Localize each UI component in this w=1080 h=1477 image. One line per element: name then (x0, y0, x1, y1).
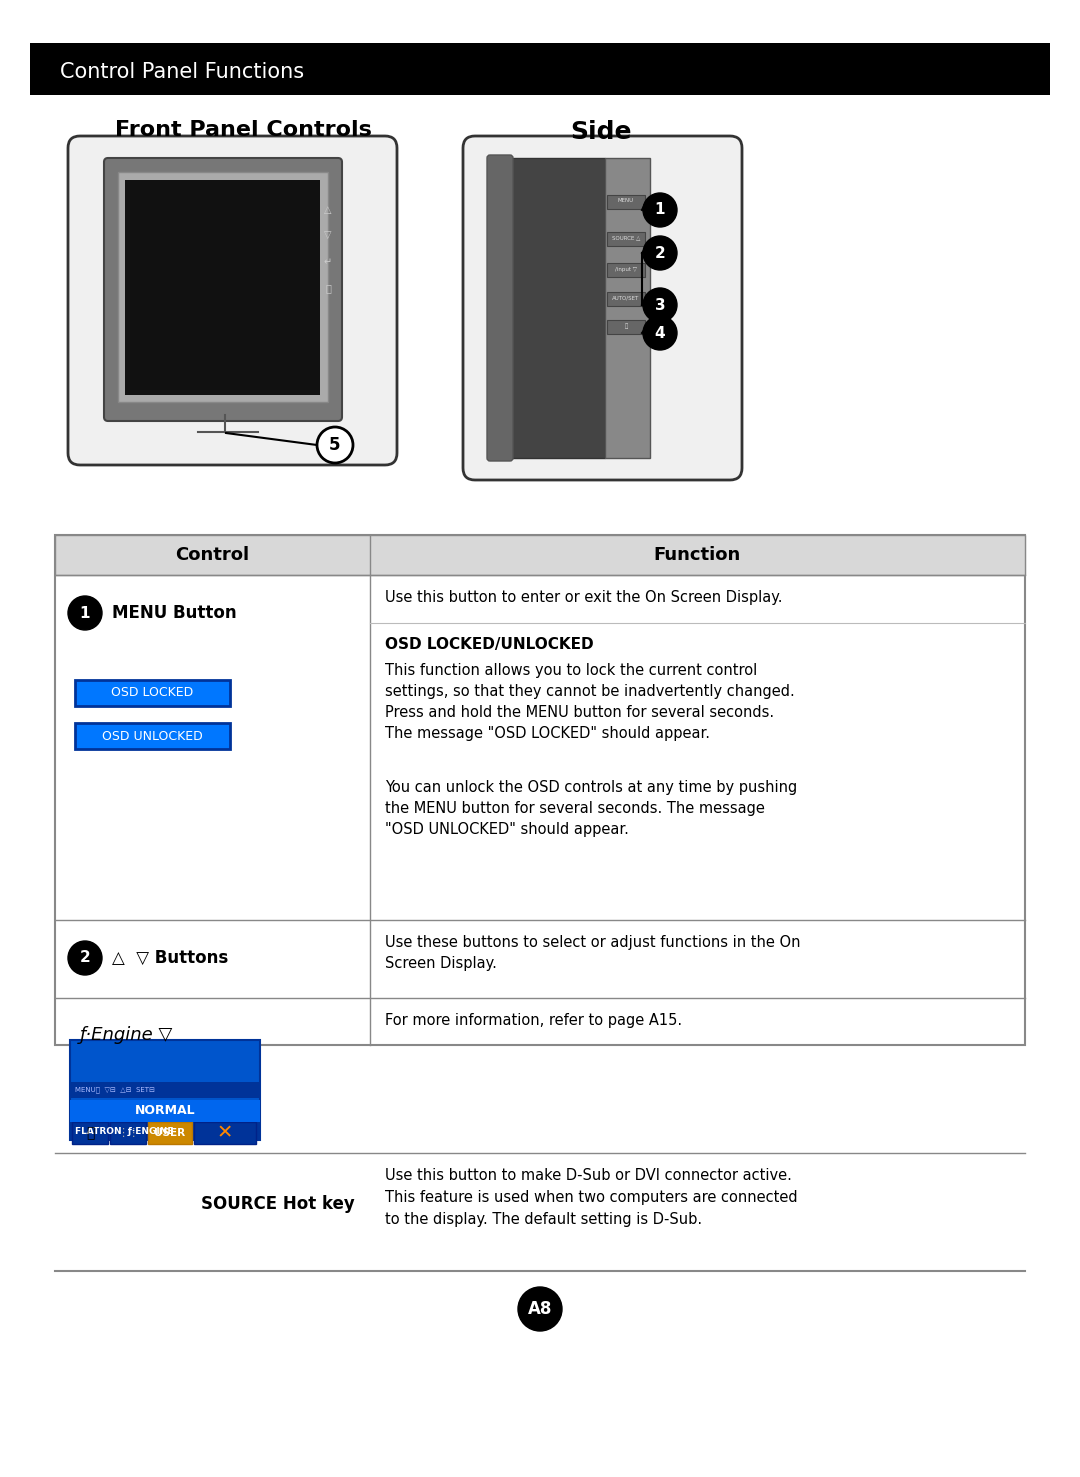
Bar (110, 1123, 146, 1145)
Text: Control Panel Functions: Control Panel Functions (60, 62, 305, 83)
Bar (194, 1123, 256, 1145)
Text: Function: Function (653, 546, 741, 564)
Circle shape (643, 316, 677, 350)
Bar (607, 321, 645, 334)
Text: AUTO/SET: AUTO/SET (612, 295, 639, 300)
Text: △: △ (324, 205, 332, 216)
Circle shape (643, 236, 677, 270)
Bar (70, 1123, 260, 1140)
Text: ⏻: ⏻ (325, 284, 330, 292)
Bar (55, 535, 1025, 1046)
Text: 1: 1 (80, 606, 91, 620)
Circle shape (643, 193, 677, 227)
Text: OSD LOCKED: OSD LOCKED (111, 687, 193, 700)
Text: Front Panel Controls: Front Panel Controls (114, 120, 372, 140)
Text: OSD UNLOCKED: OSD UNLOCKED (102, 730, 202, 743)
Text: ⋮⋮: ⋮⋮ (117, 1128, 139, 1137)
Text: 2: 2 (80, 951, 91, 966)
Text: Control: Control (175, 546, 249, 564)
Text: This function allows you to lock the current control
settings, so that they cann: This function allows you to lock the cur… (384, 663, 795, 741)
Text: 4: 4 (654, 325, 665, 341)
Bar (55, 535, 1025, 575)
Text: ▽: ▽ (324, 230, 332, 239)
Bar (607, 292, 645, 306)
Text: ✕: ✕ (217, 1124, 233, 1143)
Bar (607, 263, 645, 278)
Text: SOURCE △: SOURCE △ (611, 235, 640, 241)
Bar (30, 43, 1050, 95)
Circle shape (68, 941, 102, 975)
Text: Use this button to make D-Sub or DVI connector active.
This feature is used when: Use this button to make D-Sub or DVI con… (384, 1168, 798, 1227)
Text: MENU: MENU (618, 198, 634, 204)
Text: ƒ·Engine ▽: ƒ·Engine ▽ (80, 1027, 174, 1044)
Bar (70, 1100, 260, 1123)
Text: Use this button to enter or exit the On Screen Display.: Use this button to enter or exit the On … (384, 589, 783, 606)
Text: MENU⓪  ▽⊟  △⊟  SET⊟: MENU⓪ ▽⊟ △⊟ SET⊟ (75, 1087, 154, 1093)
Text: OSD LOCKED/UNLOCKED: OSD LOCKED/UNLOCKED (384, 637, 594, 651)
Circle shape (68, 597, 102, 631)
Text: A8: A8 (528, 1300, 552, 1317)
Text: △  ▽ Buttons: △ ▽ Buttons (112, 950, 228, 967)
Text: /input ▽: /input ▽ (615, 266, 637, 272)
Text: You can unlock the OSD controls at any time by pushing
the MENU button for sever: You can unlock the OSD controls at any t… (384, 780, 797, 837)
Text: 1: 1 (654, 202, 665, 217)
Circle shape (643, 288, 677, 322)
Bar (72, 1123, 108, 1145)
Bar (607, 195, 645, 210)
Bar (70, 1040, 260, 1140)
FancyBboxPatch shape (68, 136, 397, 465)
Text: USER: USER (154, 1128, 186, 1137)
Bar (70, 1083, 260, 1097)
Text: MENU Button: MENU Button (112, 604, 237, 622)
Text: FLATRON  ƒ·ENGINE: FLATRON ƒ·ENGINE (75, 1127, 174, 1136)
Text: SOURCE Hot key: SOURCE Hot key (201, 1195, 355, 1213)
Text: 2: 2 (654, 245, 665, 260)
Bar (605, 158, 650, 458)
Bar (125, 180, 320, 394)
Text: Side: Side (570, 120, 632, 143)
Text: ⏻: ⏻ (624, 323, 627, 329)
Text: For more information, refer to page A15.: For more information, refer to page A15. (384, 1013, 683, 1028)
Bar (148, 1123, 192, 1145)
Text: ↵: ↵ (324, 257, 332, 267)
Text: Use these buttons to select or adjust functions in the On
Screen Display.: Use these buttons to select or adjust fu… (384, 935, 800, 970)
FancyBboxPatch shape (487, 155, 513, 461)
Bar (75, 679, 230, 706)
Text: NORMAL: NORMAL (135, 1105, 195, 1118)
Circle shape (518, 1286, 562, 1331)
Text: 🖥: 🖥 (85, 1125, 94, 1140)
Circle shape (318, 427, 353, 462)
FancyBboxPatch shape (463, 136, 742, 480)
Bar (607, 232, 645, 247)
Text: 5: 5 (329, 436, 341, 453)
Bar (75, 724, 230, 749)
Bar (495, 158, 605, 458)
FancyBboxPatch shape (104, 158, 342, 421)
Bar (118, 171, 328, 402)
Text: 3: 3 (654, 297, 665, 313)
